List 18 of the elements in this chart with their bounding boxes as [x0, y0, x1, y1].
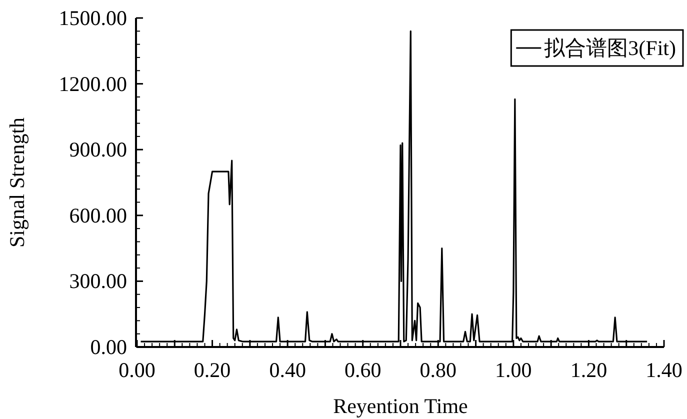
x-tick-label: 1.20: [570, 358, 608, 382]
legend: 拟合谱图3(Fit): [510, 29, 684, 67]
x-axis-title: Reyention Time: [333, 394, 468, 418]
y-tick-label: 1500.00: [58, 6, 127, 30]
y-tick-label: 1200.00: [58, 72, 127, 96]
x-tick-label: 0.40: [269, 358, 306, 382]
x-tick-label: 0.60: [344, 358, 382, 382]
x-tick-label: 0.00: [118, 358, 156, 382]
legend-label: 拟合谱图3(Fit): [544, 36, 676, 60]
y-tick-label: 600.00: [69, 203, 127, 228]
y-tick-label: 0.00: [90, 335, 127, 359]
y-axis-title: Signal Strength: [5, 116, 29, 248]
y-tick-label: 300.00: [69, 269, 127, 294]
x-tick-label: 0.20: [194, 358, 231, 382]
y-tick-label: 900.00: [69, 138, 127, 162]
x-tick-label: 1.00: [495, 358, 532, 382]
x-tick-label: 0.80: [420, 358, 457, 382]
x-tick-label: 1.40: [646, 358, 682, 382]
